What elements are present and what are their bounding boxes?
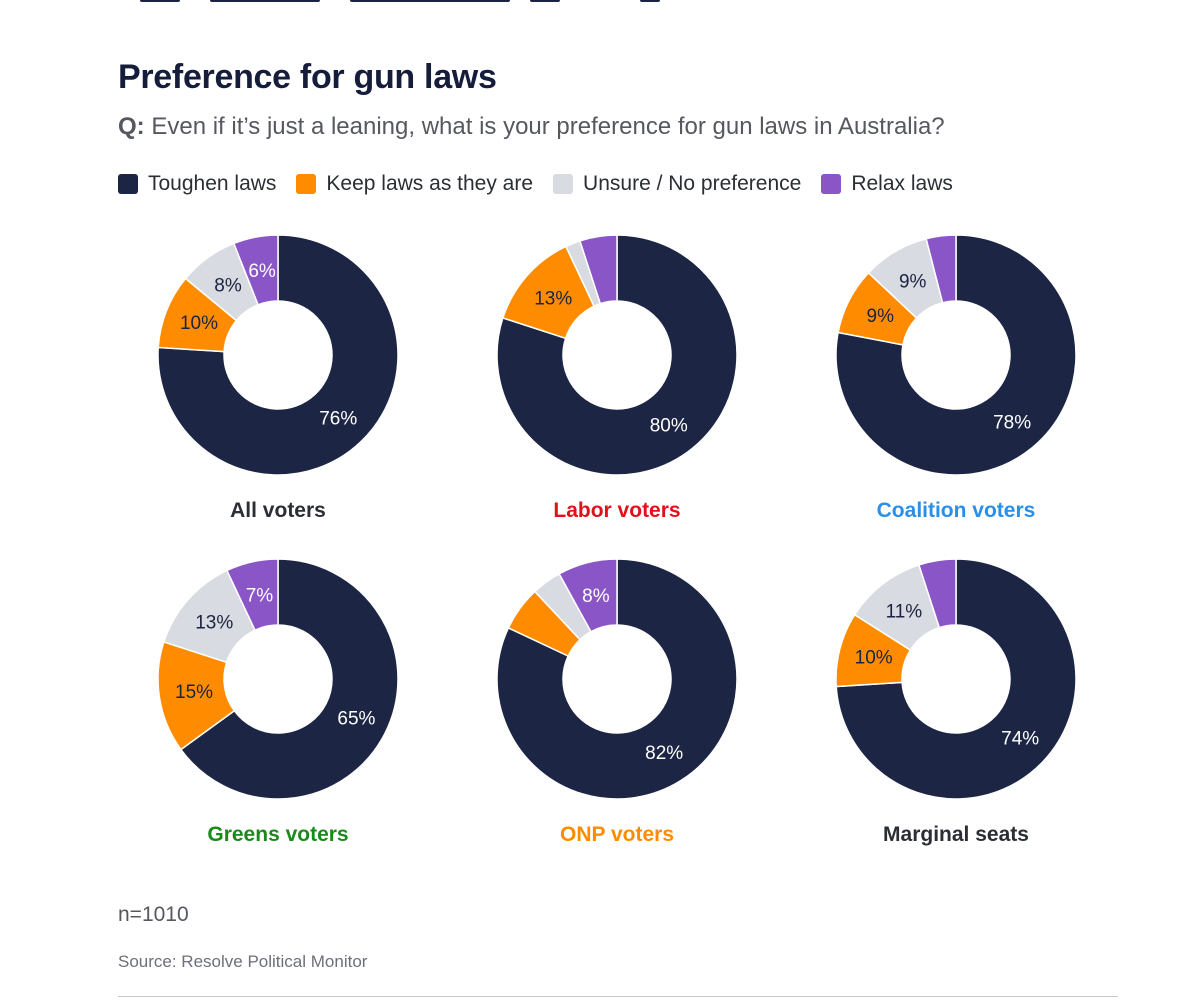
donut-chart: 74% 10% 11% Marginal seats	[816, 558, 1096, 849]
donut-chart: 76% 10% 8% 6% All voters	[138, 234, 418, 525]
legend-item-toughen: Toughen laws	[118, 172, 276, 196]
legend: Toughen laws Keep laws as they are Unsur…	[118, 172, 973, 196]
donut-slice-toughen	[835, 234, 1077, 476]
donut-slice-toughen	[157, 234, 399, 476]
legend-swatch-unsure	[553, 174, 574, 194]
donut-slice-toughen	[179, 558, 399, 800]
data-label-relax: 6%	[248, 261, 276, 282]
data-label-keep: 10%	[180, 313, 218, 334]
donut-chart: 80% 13% Labor voters	[477, 234, 757, 525]
data-label-toughen: 74%	[1001, 729, 1039, 750]
legend-swatch-keep	[296, 174, 317, 194]
legend-swatch-relax	[821, 174, 842, 194]
chart-title: Preference for gun laws	[118, 58, 497, 96]
donut-chart-title: Coalition voters	[876, 499, 1036, 522]
data-label-toughen: 82%	[645, 743, 683, 764]
donut-slice-relax	[232, 234, 279, 306]
data-label-toughen: 65%	[337, 708, 375, 729]
donut-svg: 74% 10% 11%	[835, 558, 1077, 800]
donut-slice-relax	[917, 558, 957, 629]
legend-label-toughen: Toughen laws	[148, 172, 277, 195]
legend-item-unsure: Unsure / No preference	[553, 172, 801, 196]
donut-chart-title: ONP voters	[560, 823, 674, 846]
donut-svg: 82% 8%	[496, 558, 738, 800]
legend-item-relax: Relax laws	[821, 172, 953, 196]
data-label-keep: 13%	[534, 288, 572, 309]
donut-slice-toughen	[496, 234, 738, 476]
legend-label-relax: Relax laws	[851, 172, 953, 195]
donut-chart-title: Greens voters	[207, 823, 349, 846]
footer-divider	[118, 996, 1118, 997]
legend-label-unsure: Unsure / No preference	[583, 172, 802, 195]
donut-slice-relax	[558, 558, 618, 633]
donut-slice-relax	[578, 234, 618, 305]
question-body: Even if it’s just a leaning, what is you…	[144, 113, 945, 140]
legend-item-keep: Keep laws as they are	[296, 172, 533, 196]
donut-svg: 76% 10% 8% 6%	[157, 234, 399, 476]
data-label-keep: 10%	[855, 647, 893, 668]
question-text: Q: Even if it’s just a leaning, what is …	[118, 113, 945, 141]
data-label-unsure: 11%	[886, 601, 923, 622]
donut-chart: 82% 8% ONP voters	[477, 558, 757, 849]
donut-svg: 65% 15% 13% 7%	[157, 558, 399, 800]
legend-swatch-toughen	[118, 174, 138, 194]
donut-slice-relax	[925, 234, 957, 304]
donut-svg: 78% 9%9%	[835, 234, 1077, 476]
donut-chart: 78% 9% 9% Coalition voters	[816, 234, 1096, 525]
data-label-relax: 8%	[582, 586, 610, 607]
donut-chart: 65% 15% 13% 7% Greens voters	[138, 558, 418, 849]
data-label-toughen: 80%	[650, 416, 688, 437]
data-label-keep: 9%	[867, 306, 895, 327]
legend-label-keep: Keep laws as they are	[326, 172, 534, 195]
donut-slice-toughen	[496, 558, 738, 800]
data-label-keep: 15%	[175, 682, 213, 703]
data-label-unsure: 13%	[195, 612, 233, 633]
donut-slice-toughen	[835, 558, 1077, 800]
donut-slice-relax	[225, 558, 279, 632]
data-label-unsure: 8%	[214, 276, 242, 297]
donut-chart-title: Labor voters	[553, 499, 681, 522]
cropped-heading-above	[140, 0, 740, 6]
donut-chart-title: Marginal seats	[883, 823, 1029, 846]
donut-svg: 80% 13%	[496, 234, 738, 476]
data-label-relax: 7%	[246, 586, 274, 607]
donut-chart-title: All voters	[230, 499, 326, 522]
data-label-unsure: 9%	[899, 271, 927, 292]
data-label-toughen: 78%	[993, 412, 1031, 433]
data-label-toughen: 76%	[319, 409, 357, 430]
question-prefix: Q:	[118, 113, 145, 140]
source-note: Source: Resolve Political Monitor	[118, 952, 368, 971]
sample-size-note: n=1010	[118, 903, 189, 926]
